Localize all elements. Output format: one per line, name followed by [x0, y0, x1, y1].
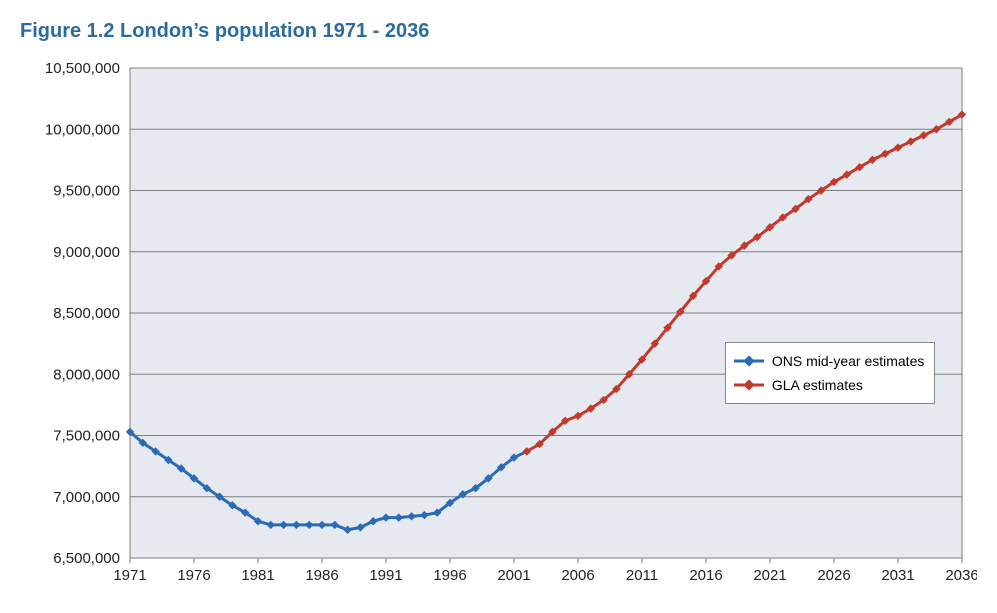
x-tick-label: 1986 — [305, 567, 338, 584]
y-tick-label: 8,500,000 — [53, 305, 120, 322]
x-tick-label: 2016 — [689, 567, 722, 584]
y-tick-label: 10,500,000 — [45, 60, 120, 77]
y-tick-label: 8,000,000 — [53, 366, 120, 383]
y-tick-label: 9,500,000 — [53, 183, 120, 200]
chart-legend: ONS mid-year estimates GLA estimates — [725, 342, 935, 404]
chart-container: 6,500,000 7,000,000 7,500,000 8,000,000 8,50… — [20, 53, 977, 593]
figure-title: Figure 1.2 London’s population 1971 - 20… — [20, 20, 977, 43]
x-tick-label: 2026 — [817, 567, 850, 584]
x-tick-label: 2031 — [881, 567, 914, 584]
legend-swatch — [734, 378, 764, 392]
x-tick-label: 2021 — [753, 567, 786, 584]
y-tick-label: 7,000,000 — [53, 489, 120, 506]
x-tick-label: 2006 — [561, 567, 594, 584]
x-tick-label: 2001 — [497, 567, 530, 584]
line-chart: 6,500,000 7,000,000 7,500,000 8,000,000 8,50… — [20, 53, 977, 593]
x-tick-label: 1971 — [113, 567, 146, 584]
x-tick-label: 1976 — [177, 567, 210, 584]
legend-label: GLA estimates — [772, 377, 863, 393]
legend-swatch — [734, 354, 764, 368]
legend-label: ONS mid-year estimates — [772, 353, 924, 369]
x-tick-label: 1996 — [433, 567, 466, 584]
y-tick-label: 6,500,000 — [53, 550, 120, 567]
y-tick-label: 7,500,000 — [53, 428, 120, 445]
legend-item: ONS mid-year estimates — [734, 349, 924, 373]
x-tick-label: 2011 — [626, 567, 658, 584]
x-tick-label: 2036 — [945, 567, 977, 584]
x-tick-label: 1991 — [369, 567, 402, 584]
y-tick-label: 10,000,000 — [45, 121, 120, 138]
y-tick-label: 9,000,000 — [53, 244, 120, 261]
x-tick-label: 1981 — [241, 567, 274, 584]
legend-item: GLA estimates — [734, 373, 924, 397]
